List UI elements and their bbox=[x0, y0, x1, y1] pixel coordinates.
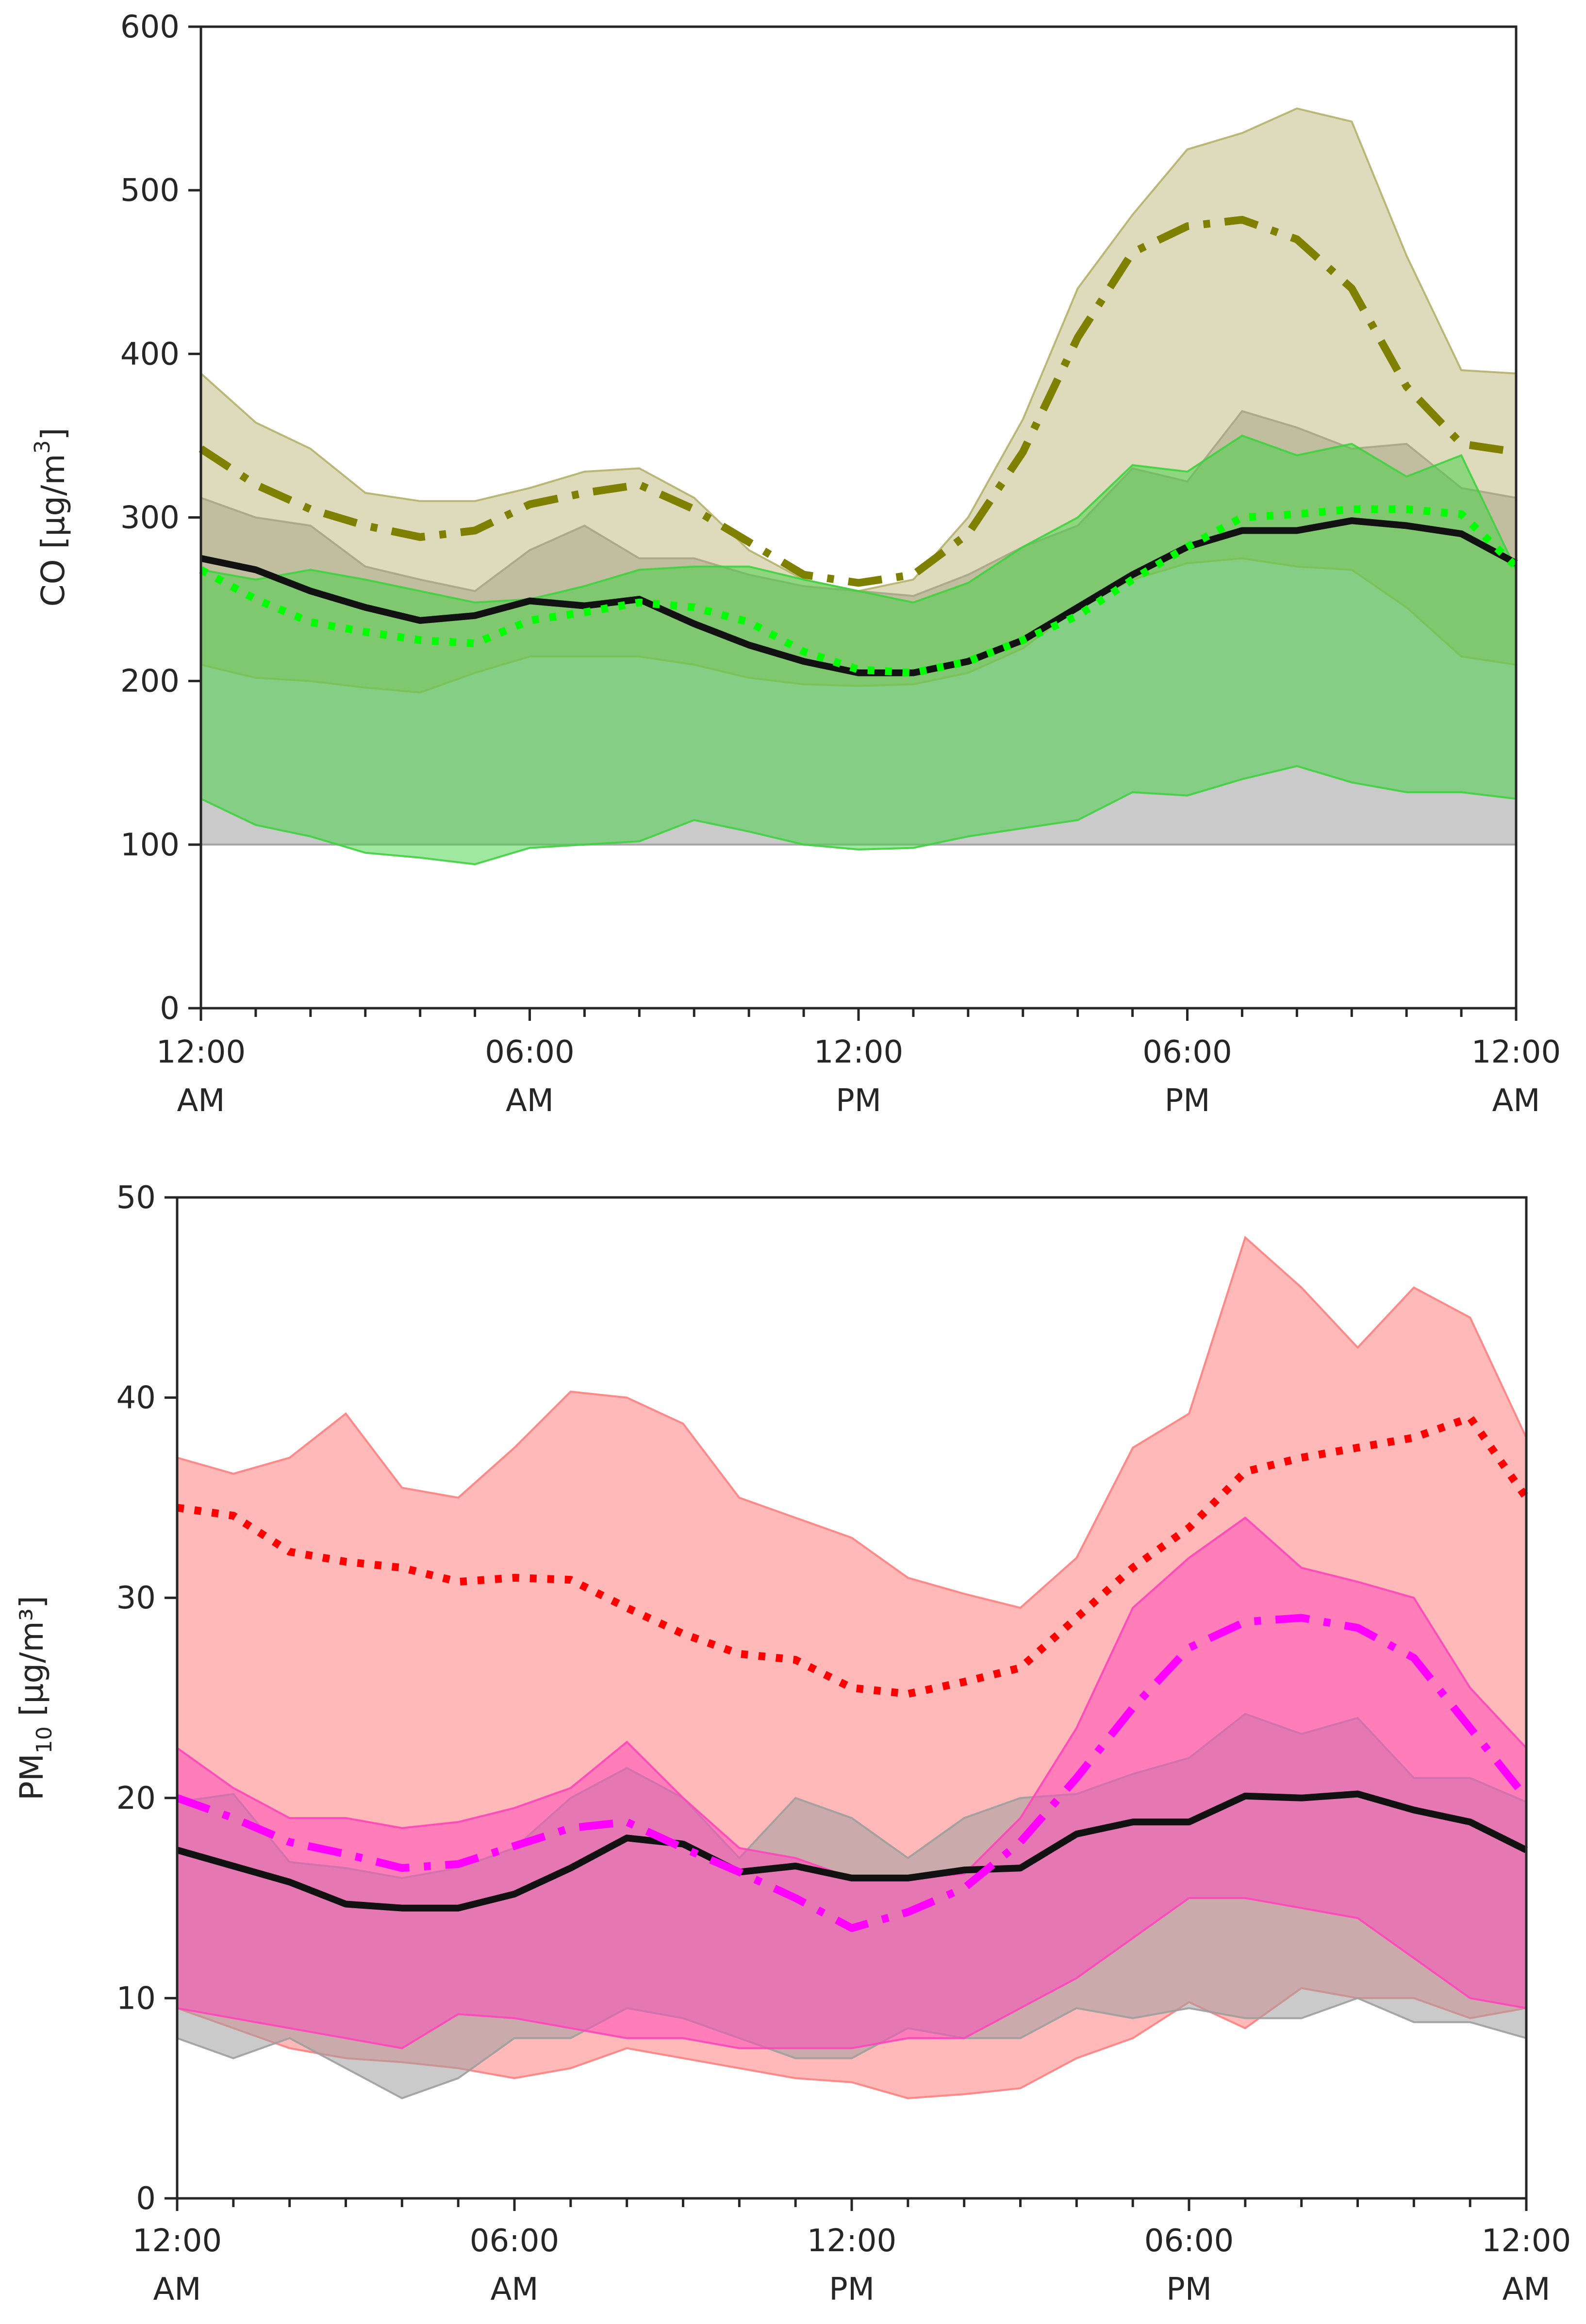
pm10-magenta-mean-line bbox=[176, 1614, 1530, 1932]
pm10-x-tick-label-time: 12:00 bbox=[1482, 2223, 1571, 2259]
pm10-y-tick-label: 0 bbox=[136, 2181, 156, 2217]
pm10-gray-mean-line bbox=[176, 1790, 1528, 1912]
pm10-x-tick-label-ampm: PM bbox=[1166, 2272, 1212, 2308]
co-x-tick-label-ampm: AM bbox=[506, 1083, 554, 1119]
co-x-tick-label-time: 06:00 bbox=[1142, 1034, 1232, 1070]
co-green-mean-line bbox=[199, 505, 1519, 677]
co-x-tick-label-ampm: PM bbox=[1165, 1083, 1210, 1119]
co-y-tick-label: 500 bbox=[120, 173, 180, 209]
co-lines bbox=[198, 215, 1519, 677]
pm10-x-tick-label-time: 12:00 bbox=[132, 2223, 222, 2259]
pm10-y-tick-label: 30 bbox=[116, 1580, 156, 1616]
co-y-tick-label: 400 bbox=[120, 336, 180, 372]
pm10-x-tick-label-ampm: AM bbox=[491, 2272, 539, 2308]
co-y-tick-label: 200 bbox=[120, 664, 180, 700]
pm10-y-axis: 0 10 20 30 40 50 bbox=[116, 1180, 177, 2217]
pm10-y-tick-label: 20 bbox=[116, 1781, 156, 1817]
pm10-lines bbox=[176, 1413, 1530, 1932]
pm10-y-tick-label: 50 bbox=[116, 1180, 156, 1216]
co-x-tick-label-time: 06:00 bbox=[485, 1034, 574, 1070]
co-y-axis-label: CO [μg/m3] bbox=[30, 428, 72, 607]
co-bands bbox=[200, 107, 1517, 866]
pm10-chart: 0 10 20 30 40 50 12:00 AM 06:00 AM 12:00 PM 06:00 PM… bbox=[13, 1180, 1571, 2308]
co-chart: 0 100 200 300 400 500 600 12:00 AM 06:00 AM 12:00 P… bbox=[30, 9, 1561, 1119]
pm10-y-tick-label: 10 bbox=[116, 1980, 156, 2016]
co-x-tick-label-time: 12:00 bbox=[814, 1034, 903, 1070]
pm10-y-tick-label: 40 bbox=[116, 1380, 156, 1416]
pm10-x-tick-label-ampm: AM bbox=[153, 2272, 201, 2308]
co-x-tick-label-time: 12:00 bbox=[156, 1034, 246, 1070]
co-olive-mean-line bbox=[198, 215, 1517, 587]
co-gray-mean-line bbox=[200, 517, 1518, 676]
co-x-tick-label-ampm: AM bbox=[1492, 1083, 1540, 1119]
co-x-tick-label-ampm: PM bbox=[836, 1083, 881, 1119]
co-y-tick-label: 100 bbox=[120, 827, 180, 863]
pm10-bands bbox=[176, 1235, 1527, 2099]
co-y-tick-label: 300 bbox=[120, 500, 180, 536]
pm10-x-tick-label-time: 06:00 bbox=[1144, 2223, 1234, 2259]
pm10-x-tick-label-time: 12:00 bbox=[807, 2223, 896, 2259]
pm10-x-tick-label-time: 06:00 bbox=[470, 2223, 559, 2259]
pm10-x-axis: 12:00 AM 06:00 AM 12:00 PM 06:00 PM 12:00 AM bbox=[132, 2198, 1571, 2308]
co-x-axis: 12:00 AM 06:00 AM 12:00 PM 06:00 PM 12:00 AM bbox=[156, 1008, 1561, 1119]
pm10-y-axis-label: PM10 [μg/m³] bbox=[13, 1596, 57, 1800]
pm10-x-tick-label-ampm: AM bbox=[1503, 2272, 1551, 2308]
co-y-tick-label: 600 bbox=[120, 9, 180, 45]
pm10-x-tick-label-ampm: PM bbox=[829, 2272, 875, 2308]
co-x-tick-label-time: 12:00 bbox=[1471, 1034, 1561, 1070]
co-y-axis: 0 100 200 300 400 500 600 bbox=[120, 9, 201, 1027]
co-y-tick-label: 0 bbox=[160, 991, 180, 1027]
co-x-tick-label-ampm: AM bbox=[177, 1083, 225, 1119]
